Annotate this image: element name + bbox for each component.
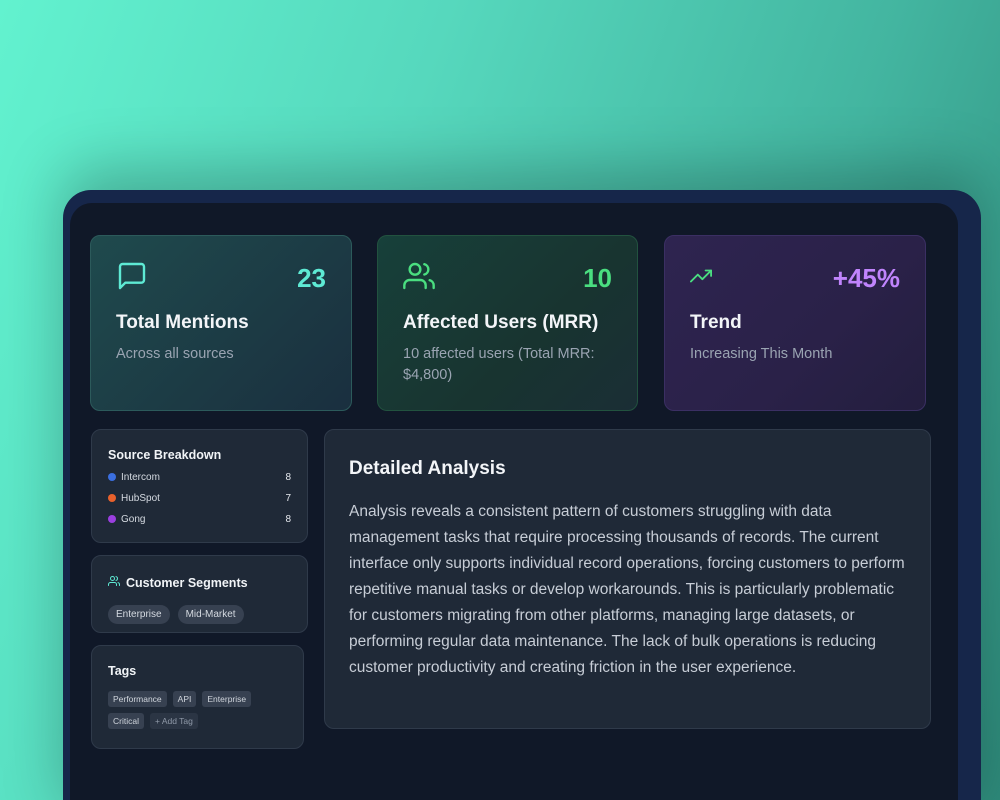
tag-critical[interactable]: Critical [108, 713, 144, 729]
source-row-hubspot: HubSpot 7 [108, 492, 291, 504]
source-count: 7 [285, 492, 291, 504]
tag-enterprise[interactable]: Enterprise [202, 691, 252, 707]
customer-segments-title: Customer Segments [126, 576, 248, 590]
trend-value: +45% [832, 262, 900, 293]
affected-users-value: 10 [583, 262, 612, 293]
total-mentions-value: 23 [297, 262, 326, 293]
affected-users-subtitle: 10 affected users (Total MRR: $4,800) [403, 346, 595, 383]
affected-users-title: Affected Users (MRR) [403, 312, 599, 333]
detailed-analysis-panel: Detailed Analysis Analysis reveals a con… [324, 429, 931, 729]
trend-card: +45% Trend Increasing This Month [664, 235, 926, 411]
trend-title: Trend [690, 312, 742, 333]
trend-subtitle: Increasing This Month [690, 346, 833, 362]
detailed-analysis-title: Detailed Analysis [349, 458, 506, 479]
tags-panel: Tags Performance API Enterprise Critical… [91, 645, 304, 749]
users-icon [403, 260, 435, 297]
source-breakdown-panel: Source Breakdown Intercom 8 HubSpot 7 Go… [91, 429, 308, 543]
total-mentions-title: Total Mentions [116, 312, 249, 333]
tag-performance[interactable]: Performance [108, 691, 167, 707]
tags-title: Tags [108, 664, 137, 678]
source-row-gong: Gong 8 [108, 513, 291, 525]
affected-users-card: 10 Affected Users (MRR) 10 affected user… [377, 235, 638, 411]
tag-api[interactable]: API [172, 691, 197, 707]
source-label: Intercom [121, 471, 160, 483]
chat-bubble-icon [116, 260, 148, 297]
trending-up-icon [690, 265, 712, 292]
add-tag-button[interactable]: + Add Tag [149, 713, 198, 729]
hubspot-dot [108, 494, 116, 502]
total-mentions-subtitle: Across all sources [116, 346, 234, 362]
source-count: 8 [285, 513, 291, 525]
gong-dot [108, 515, 116, 523]
source-row-intercom: Intercom 8 [108, 471, 291, 483]
source-label: Gong [121, 513, 146, 525]
users-icon [108, 574, 126, 592]
customer-segments-panel: Customer Segments Enterprise Mid-Market [91, 555, 308, 633]
total-mentions-card: 23 Total Mentions Across all sources [90, 235, 352, 411]
segment-pill-mid-market[interactable]: Mid-Market [177, 605, 244, 624]
intercom-dot [108, 473, 116, 481]
segment-pill-enterprise[interactable]: Enterprise [108, 605, 170, 624]
detailed-analysis-body: Analysis reveals a consistent pattern of… [349, 503, 905, 676]
source-breakdown-title: Source Breakdown [108, 448, 222, 462]
source-count: 8 [285, 471, 291, 483]
source-label: HubSpot [121, 492, 160, 504]
